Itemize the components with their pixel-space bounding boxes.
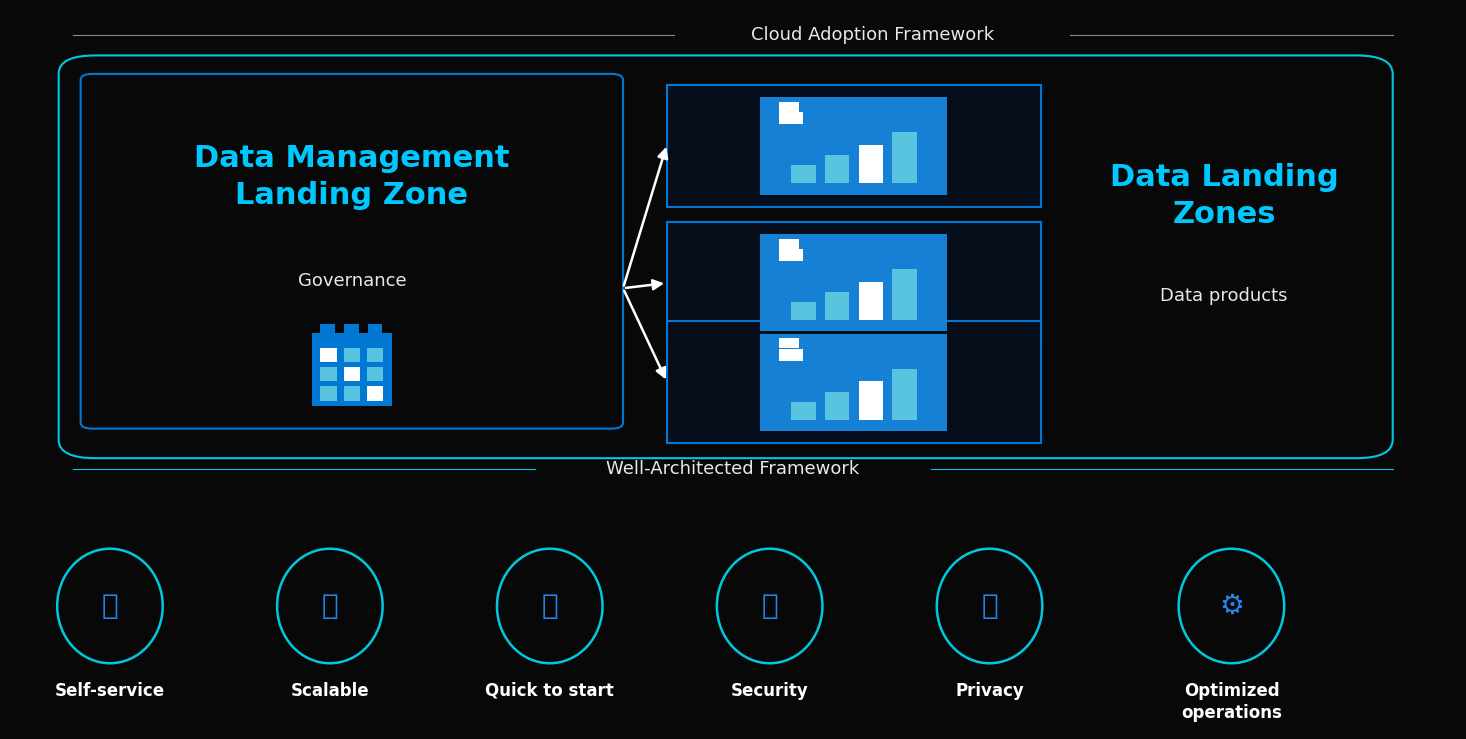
Ellipse shape: [937, 548, 1042, 664]
FancyBboxPatch shape: [825, 292, 849, 320]
FancyBboxPatch shape: [780, 239, 799, 248]
FancyBboxPatch shape: [825, 392, 849, 420]
FancyBboxPatch shape: [825, 155, 849, 183]
Text: Data Management
Landing Zone: Data Management Landing Zone: [194, 144, 510, 211]
FancyBboxPatch shape: [311, 333, 393, 406]
FancyBboxPatch shape: [366, 386, 383, 401]
FancyBboxPatch shape: [667, 85, 1041, 207]
Text: Data Landing
Zones: Data Landing Zones: [1110, 163, 1338, 229]
Text: Well-Architected Framework: Well-Architected Framework: [607, 460, 859, 478]
FancyBboxPatch shape: [859, 145, 883, 183]
FancyBboxPatch shape: [321, 348, 337, 362]
FancyBboxPatch shape: [893, 369, 916, 420]
Text: Optimized
operations: Optimized operations: [1182, 681, 1281, 722]
FancyBboxPatch shape: [368, 324, 383, 333]
Text: ⚙: ⚙: [1220, 592, 1243, 620]
FancyBboxPatch shape: [321, 367, 337, 381]
Text: Security: Security: [730, 681, 809, 700]
FancyBboxPatch shape: [780, 249, 803, 261]
FancyBboxPatch shape: [667, 321, 1041, 443]
FancyBboxPatch shape: [321, 324, 336, 333]
Text: 🔒: 🔒: [761, 592, 778, 620]
FancyBboxPatch shape: [761, 334, 947, 431]
FancyBboxPatch shape: [321, 386, 337, 401]
FancyBboxPatch shape: [667, 222, 1041, 344]
Text: 👤: 👤: [101, 592, 119, 620]
FancyBboxPatch shape: [366, 348, 383, 362]
Text: Privacy: Privacy: [956, 681, 1023, 700]
Ellipse shape: [1179, 548, 1284, 664]
FancyBboxPatch shape: [780, 349, 803, 361]
Text: Cloud Adoption Framework: Cloud Adoption Framework: [751, 27, 994, 44]
Ellipse shape: [57, 548, 163, 664]
FancyBboxPatch shape: [780, 102, 799, 112]
Text: 🚀: 🚀: [541, 592, 559, 620]
FancyBboxPatch shape: [893, 132, 916, 183]
FancyBboxPatch shape: [859, 282, 883, 320]
Text: Quick to start: Quick to start: [485, 681, 614, 700]
Text: Data products: Data products: [1161, 287, 1287, 304]
Text: Governance: Governance: [298, 272, 406, 290]
FancyBboxPatch shape: [345, 324, 359, 333]
FancyBboxPatch shape: [343, 348, 361, 362]
Ellipse shape: [497, 548, 603, 664]
Ellipse shape: [277, 548, 383, 664]
Ellipse shape: [717, 548, 822, 664]
Text: 👁: 👁: [981, 592, 998, 620]
Text: Scalable: Scalable: [290, 681, 369, 700]
FancyBboxPatch shape: [780, 338, 799, 348]
Text: Self-service: Self-service: [54, 681, 166, 700]
FancyBboxPatch shape: [792, 302, 815, 320]
FancyBboxPatch shape: [366, 367, 383, 381]
FancyBboxPatch shape: [893, 269, 916, 320]
FancyBboxPatch shape: [780, 112, 803, 124]
Text: ⏱: ⏱: [321, 592, 339, 620]
FancyBboxPatch shape: [792, 402, 815, 420]
FancyBboxPatch shape: [859, 381, 883, 420]
FancyBboxPatch shape: [343, 386, 361, 401]
FancyBboxPatch shape: [792, 166, 815, 183]
FancyBboxPatch shape: [343, 367, 361, 381]
FancyBboxPatch shape: [761, 98, 947, 195]
FancyBboxPatch shape: [761, 234, 947, 331]
